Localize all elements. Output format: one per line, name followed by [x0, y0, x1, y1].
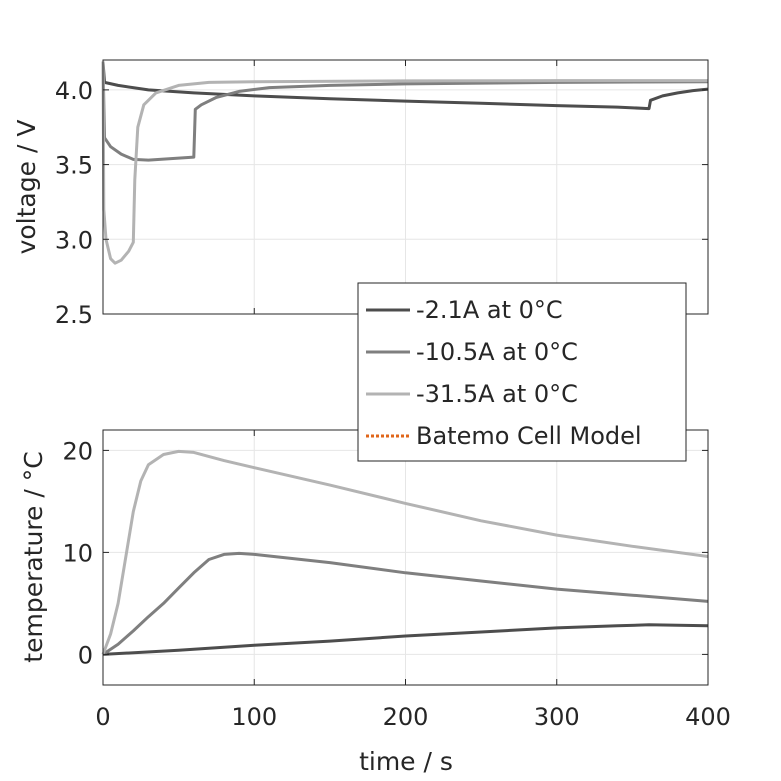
voltage-y-axis-label: voltage / V: [12, 120, 41, 255]
legend-item: -10.5A at 0°C: [366, 338, 578, 366]
temperature-ticks: 0 100 200 300 400 0 10 20: [62, 430, 731, 731]
voltage-axes: 2.5 3.0 3.5 4.0 voltage / V: [12, 59, 709, 329]
legend-label: -2.1A at 0°C: [416, 296, 563, 324]
legend: -2.1A at 0°C -10.5A at 0°C -31.5A at 0°C…: [357, 282, 687, 462]
y-tick-label: 20: [62, 437, 93, 465]
x-tick-label: 200: [383, 703, 429, 731]
y-tick-label: 3.5: [55, 152, 93, 180]
voltage-series: [101, 61, 709, 265]
x-tick-label: 300: [534, 703, 580, 731]
x-tick-label: 400: [685, 703, 731, 731]
y-tick-label: 10: [62, 539, 93, 567]
y-tick-label: 0: [78, 641, 93, 669]
legend-label: -31.5A at 0°C: [416, 380, 578, 408]
voltage-series-line-1: [101, 61, 709, 162]
voltage-series-line-2: [101, 61, 708, 265]
y-tick-label: 2.5: [55, 301, 93, 329]
legend-item: -31.5A at 0°C: [366, 380, 578, 408]
x-tick-label: 0: [95, 703, 110, 731]
temperature-series-line-2: [101, 449, 709, 655]
x-tick-label: 100: [231, 703, 277, 731]
legend-box: [357, 282, 687, 462]
temperature-series-line-1: [102, 551, 709, 656]
temperature-series-line-0: [102, 623, 709, 656]
x-axis-label: time / s: [359, 747, 453, 776]
temperature-y-axis-label: temperature / °C: [19, 451, 48, 662]
legend-item: -2.1A at 0°C: [366, 296, 563, 324]
legend-label: -10.5A at 0°C: [416, 338, 578, 366]
legend-item: Batemo Cell Model: [366, 422, 642, 450]
legend-label: Batemo Cell Model: [416, 422, 642, 450]
voltage-series-line-0: [101, 61, 709, 111]
temperature-series: [101, 449, 709, 656]
y-tick-label: 3.0: [55, 226, 93, 254]
temperature-axes: 0 100 200 300 400 0 10 20 temperature / °C time…: [19, 429, 731, 776]
y-tick-label: 4.0: [55, 77, 93, 105]
